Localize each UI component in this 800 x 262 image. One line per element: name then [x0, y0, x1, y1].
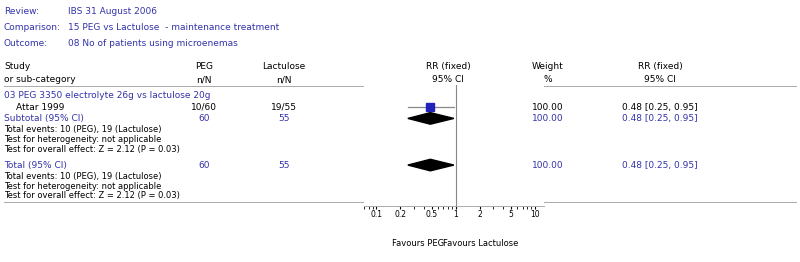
- Text: Total events: 10 (PEG), 19 (Lactulose): Total events: 10 (PEG), 19 (Lactulose): [4, 125, 162, 134]
- Text: 19/55: 19/55: [271, 103, 297, 112]
- Text: 03 PEG 3350 electrolyte 26g vs lactulose 20g: 03 PEG 3350 electrolyte 26g vs lactulose…: [4, 91, 210, 100]
- Text: 10/60: 10/60: [191, 103, 217, 112]
- Polygon shape: [408, 113, 454, 124]
- Text: 100.00: 100.00: [532, 114, 564, 123]
- Text: Favours Lactulose: Favours Lactulose: [443, 239, 518, 248]
- Polygon shape: [408, 159, 454, 171]
- Text: Comparison:: Comparison:: [4, 23, 61, 32]
- Text: n/N: n/N: [196, 75, 212, 84]
- Text: Test for heterogeneity: not applicable: Test for heterogeneity: not applicable: [4, 135, 162, 144]
- Text: Favours PEG: Favours PEG: [392, 239, 444, 248]
- Text: 15 PEG vs Lactulose  - maintenance treatment: 15 PEG vs Lactulose - maintenance treatm…: [68, 23, 279, 32]
- Text: 95% CI: 95% CI: [644, 75, 676, 84]
- Text: Total (95% CI): Total (95% CI): [4, 161, 67, 170]
- Text: Attar 1999: Attar 1999: [16, 103, 64, 112]
- Text: RR (fixed): RR (fixed): [638, 62, 682, 71]
- Text: or sub-category: or sub-category: [4, 75, 76, 84]
- Text: Test for overall effect: Z = 2.12 (P = 0.03): Test for overall effect: Z = 2.12 (P = 0…: [4, 192, 180, 200]
- Text: Review:: Review:: [4, 7, 39, 16]
- Text: Weight: Weight: [532, 62, 564, 71]
- Text: 08 No of patients using microenemas: 08 No of patients using microenemas: [68, 39, 238, 48]
- Text: 95% CI: 95% CI: [432, 75, 464, 84]
- Text: Lactulose: Lactulose: [262, 62, 306, 71]
- Text: 60: 60: [198, 161, 210, 170]
- Text: 100.00: 100.00: [532, 103, 564, 112]
- Text: %: %: [544, 75, 552, 84]
- Text: 0.48 [0.25, 0.95]: 0.48 [0.25, 0.95]: [622, 114, 698, 123]
- Text: 0.48 [0.25, 0.95]: 0.48 [0.25, 0.95]: [622, 161, 698, 170]
- Text: 55: 55: [278, 114, 290, 123]
- Text: Total events: 10 (PEG), 19 (Lactulose): Total events: 10 (PEG), 19 (Lactulose): [4, 172, 162, 181]
- Text: Study: Study: [4, 62, 30, 71]
- Text: PEG: PEG: [195, 62, 213, 71]
- Text: Test for overall effect: Z = 2.12 (P = 0.03): Test for overall effect: Z = 2.12 (P = 0…: [4, 145, 180, 154]
- Text: 100.00: 100.00: [532, 161, 564, 170]
- Text: Subtotal (95% CI): Subtotal (95% CI): [4, 114, 84, 123]
- Text: Outcome:: Outcome:: [4, 39, 48, 48]
- Text: 60: 60: [198, 114, 210, 123]
- Text: IBS 31 August 2006: IBS 31 August 2006: [68, 7, 157, 16]
- Text: RR (fixed): RR (fixed): [426, 62, 470, 71]
- Text: 55: 55: [278, 161, 290, 170]
- Text: Test for heterogeneity: not applicable: Test for heterogeneity: not applicable: [4, 182, 162, 190]
- Text: 0.48 [0.25, 0.95]: 0.48 [0.25, 0.95]: [622, 103, 698, 112]
- Text: n/N: n/N: [276, 75, 292, 84]
